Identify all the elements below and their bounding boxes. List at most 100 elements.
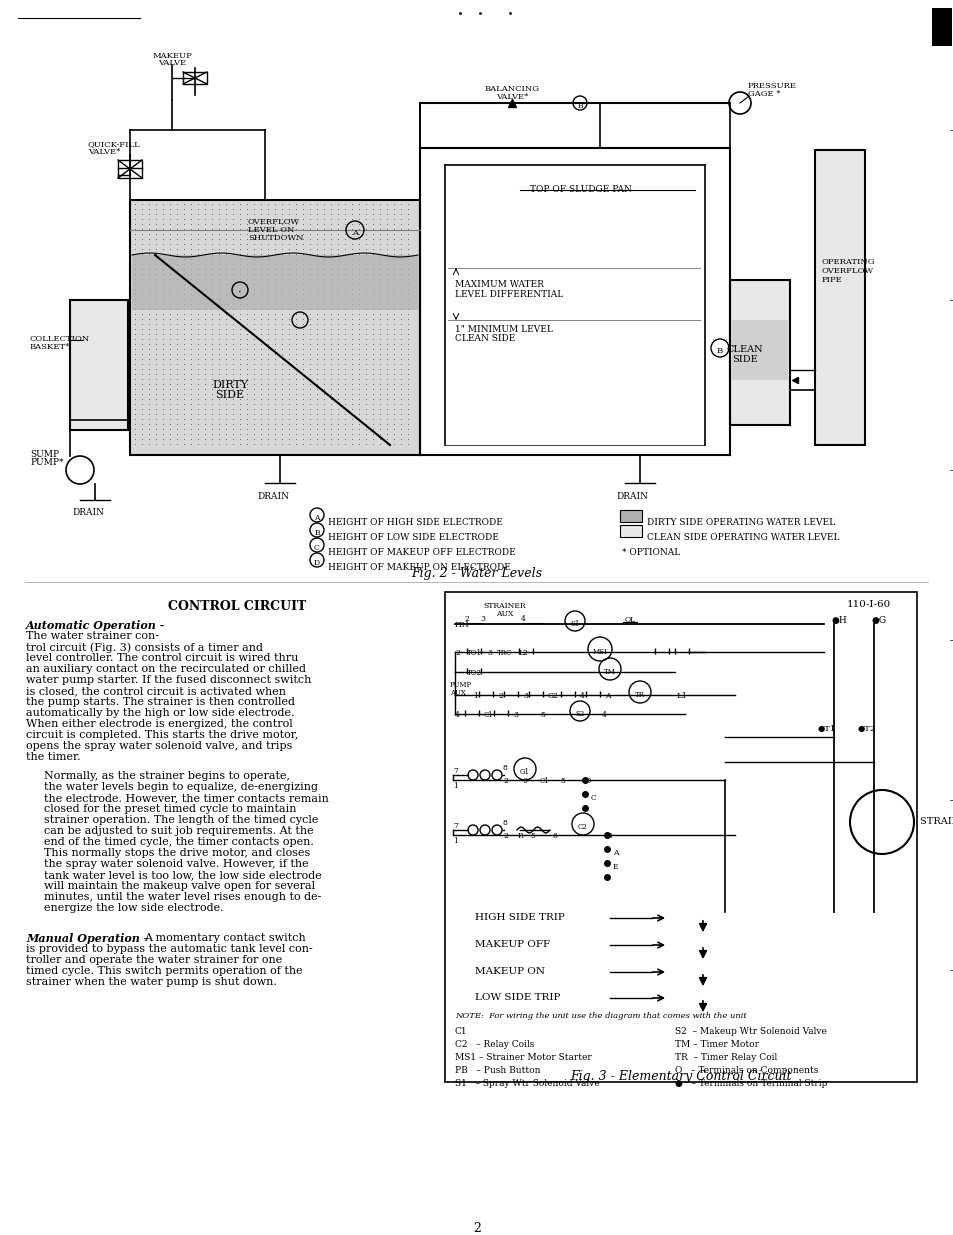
Text: water pump starter. If the fused disconnect switch: water pump starter. If the fused disconn…: [26, 676, 311, 685]
Text: HEIGHT OF MAKEUP ON ELECTRODE: HEIGHT OF MAKEUP ON ELECTRODE: [328, 563, 511, 572]
Text: 2: 2: [455, 650, 459, 657]
Text: Manual Operation -: Manual Operation -: [26, 932, 149, 944]
Text: C: C: [314, 543, 319, 552]
Text: QUICK-FILL: QUICK-FILL: [88, 140, 141, 148]
Bar: [729, 280, 789, 425]
Text: 4: 4: [579, 692, 584, 700]
Text: AUX: AUX: [450, 689, 465, 697]
Text: 4: 4: [601, 711, 606, 719]
Text: C1: C1: [539, 777, 549, 785]
Text: A: A: [314, 514, 319, 522]
Text: 3: 3: [486, 650, 492, 657]
Text: MSI: MSI: [592, 648, 607, 656]
Text: PUMP: PUMP: [450, 680, 472, 689]
Text: is provided to bypass the automatic tank level con-: is provided to bypass the automatic tank…: [26, 944, 313, 953]
Text: S2: S2: [575, 710, 584, 718]
Text: Automatic Operation -: Automatic Operation -: [26, 620, 165, 631]
Text: BASKET*: BASKET*: [30, 343, 71, 351]
Text: LEVEL ON: LEVEL ON: [248, 226, 294, 233]
Text: R: R: [517, 832, 523, 840]
Text: STRAINER: STRAINER: [483, 601, 526, 610]
Text: 2: 2: [497, 692, 502, 700]
Text: 4: 4: [520, 615, 525, 622]
Text: 7: 7: [453, 767, 457, 776]
Text: PB1: PB1: [455, 621, 470, 629]
Text: PUMP*: PUMP*: [30, 458, 64, 467]
Text: G2: G2: [547, 692, 558, 700]
Text: CLEAN SIDE: CLEAN SIDE: [455, 333, 515, 343]
Text: SIDE: SIDE: [215, 390, 244, 400]
Text: the pump starts. The strainer is then controlled: the pump starts. The strainer is then co…: [26, 697, 294, 706]
Text: DRAIN: DRAIN: [71, 508, 104, 517]
Text: TO2: TO2: [467, 669, 481, 677]
Text: the spray water solenoid valve. However, if the: the spray water solenoid valve. However,…: [44, 860, 309, 869]
Text: C1: C1: [455, 1028, 467, 1036]
Text: OVERFLOW: OVERFLOW: [248, 219, 300, 226]
Text: ●G: ●G: [871, 616, 886, 625]
Text: 2: 2: [502, 832, 507, 840]
Text: BALANCING: BALANCING: [484, 85, 539, 93]
Text: PRESSURE: PRESSURE: [747, 82, 796, 90]
Text: COLLECTION: COLLECTION: [30, 335, 91, 343]
Text: 2: 2: [473, 1221, 480, 1235]
Text: DRAIN: DRAIN: [616, 492, 647, 501]
Text: * OPTIONAL: * OPTIONAL: [621, 548, 679, 557]
Text: an auxiliary contact on the recirculated or chilled: an auxiliary contact on the recirculated…: [26, 664, 306, 674]
Bar: [130, 200, 419, 454]
Text: CLEAN SIDE OPERATING WATER LEVEL: CLEAN SIDE OPERATING WATER LEVEL: [646, 534, 839, 542]
Text: level controller. The control circuit is wired thru: level controller. The control circuit is…: [26, 653, 298, 663]
Text: Normally, as the strainer begins to operate,: Normally, as the strainer begins to oper…: [44, 771, 290, 781]
Bar: [731, 320, 787, 380]
Text: STRAINER  MOTOR: STRAINER MOTOR: [919, 818, 953, 826]
Text: L2: L2: [518, 650, 528, 657]
Text: ●T1: ●T1: [817, 725, 836, 734]
Text: VALVE*: VALVE*: [496, 93, 528, 101]
Bar: [931, 7, 951, 46]
Text: tank water level is too low, the low side electrode: tank water level is too low, the low sid…: [44, 869, 321, 881]
Text: TRC: TRC: [497, 650, 512, 657]
Text: 8: 8: [502, 819, 507, 827]
Text: 6: 6: [522, 777, 527, 785]
Text: VALVE: VALVE: [158, 59, 186, 67]
Text: 3: 3: [480, 615, 485, 622]
Text: TOP OF SLUDGE PAN: TOP OF SLUDGE PAN: [530, 185, 631, 194]
Text: 7: 7: [453, 823, 457, 830]
Text: DRAIN: DRAIN: [256, 492, 289, 501]
Bar: [814, 149, 864, 445]
Text: OVERFLOW: OVERFLOW: [821, 267, 873, 275]
Text: end of the timed cycle, the timer contacts open.: end of the timed cycle, the timer contac…: [44, 837, 314, 847]
Text: B: B: [314, 529, 319, 537]
Text: This normally stops the drive motor, and closes: This normally stops the drive motor, and…: [44, 848, 310, 858]
Text: MAKEUP: MAKEUP: [152, 52, 192, 61]
Text: C2: C2: [578, 823, 587, 831]
Text: 4: 4: [455, 711, 459, 719]
Text: trol circuit (Fig. 3) consists of a timer and: trol circuit (Fig. 3) consists of a time…: [26, 642, 263, 652]
Bar: [619, 525, 641, 537]
Text: opens the spray water solenoid valve, and trips: opens the spray water solenoid valve, an…: [26, 741, 292, 751]
Text: energize the low side electrode.: energize the low side electrode.: [44, 903, 223, 913]
Text: AUX: AUX: [496, 610, 513, 618]
Text: can be adjusted to suit job requirements. At the: can be adjusted to suit job requirements…: [44, 826, 314, 836]
Bar: [444, 592, 916, 1082]
Text: SIDE: SIDE: [731, 354, 757, 364]
Bar: [118, 161, 142, 178]
Text: ●H: ●H: [831, 616, 847, 625]
Text: PIPE: PIPE: [821, 275, 841, 284]
Text: A: A: [604, 692, 610, 700]
Text: GAGE *: GAGE *: [747, 90, 780, 98]
Text: MAKEUP ON: MAKEUP ON: [475, 967, 544, 976]
Text: is closed, the control circuit is activated when: is closed, the control circuit is activa…: [26, 685, 286, 697]
Text: C1: C1: [483, 711, 494, 719]
Bar: [70, 300, 128, 430]
Text: timed cycle. This switch permits operation of the: timed cycle. This switch permits operati…: [26, 966, 302, 976]
Text: TM – Timer Motor: TM – Timer Motor: [675, 1040, 759, 1049]
Text: O   – Terminals on Components: O – Terminals on Components: [675, 1066, 818, 1074]
Text: PB   – Push Button: PB – Push Button: [455, 1066, 540, 1074]
Text: MAXIMUM WATER: MAXIMUM WATER: [455, 280, 543, 289]
Text: D: D: [314, 559, 319, 567]
Text: DIRTY: DIRTY: [212, 380, 248, 390]
Text: TR  – Timer Relay Coil: TR – Timer Relay Coil: [675, 1053, 777, 1062]
Bar: [183, 72, 207, 84]
Text: D: D: [584, 777, 591, 785]
Text: LOW SIDE TRIP: LOW SIDE TRIP: [475, 993, 559, 1002]
